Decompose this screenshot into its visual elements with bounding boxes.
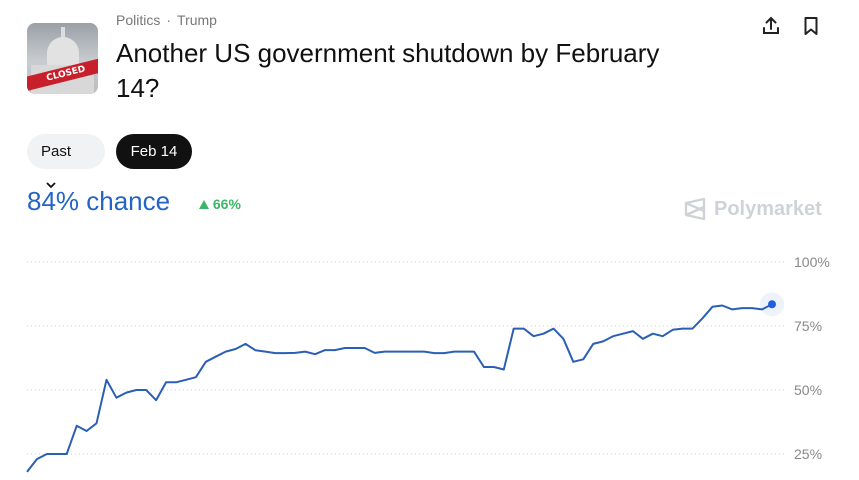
bookmark-button[interactable]: [799, 14, 823, 38]
triangle-up-icon: [199, 200, 209, 209]
probability-chart: 100% 75% 50% 25%: [26, 254, 830, 473]
date-tab-feb-14[interactable]: Feb 14: [116, 134, 192, 169]
y-tick-label: 25%: [794, 446, 822, 462]
current-point: [768, 300, 776, 309]
polymarket-logo: Polymarket: [684, 197, 822, 221]
share-button[interactable]: [759, 14, 783, 38]
chance-value: 84% chance: [27, 186, 171, 216]
change-badge: 66%: [199, 196, 241, 212]
share-icon: [763, 16, 779, 34]
page-title: Another US government shutdown by Februa…: [116, 38, 660, 103]
breadcrumb-separator: ·: [166, 12, 172, 28]
breadcrumb-trump[interactable]: Trump: [177, 12, 217, 28]
change-value: 66%: [212, 196, 241, 212]
y-tick-label: 75%: [794, 318, 822, 334]
past-dropdown[interactable]: Past: [27, 134, 105, 189]
bookmark-icon: [804, 17, 818, 35]
past-label: Past: [41, 143, 72, 160]
polymarket-logo-icon: [684, 197, 706, 221]
chevron-down-icon: [46, 182, 56, 189]
series-line: [26, 303, 773, 473]
breadcrumb-politics[interactable]: Politics: [116, 12, 161, 28]
y-tick-label: 100%: [794, 254, 830, 270]
brand-name: Polymarket: [714, 197, 822, 220]
breadcrumb: Politics · Trump: [116, 12, 217, 28]
market-thumbnail: CLOSED: [27, 23, 98, 94]
y-tick-label: 50%: [794, 382, 822, 398]
